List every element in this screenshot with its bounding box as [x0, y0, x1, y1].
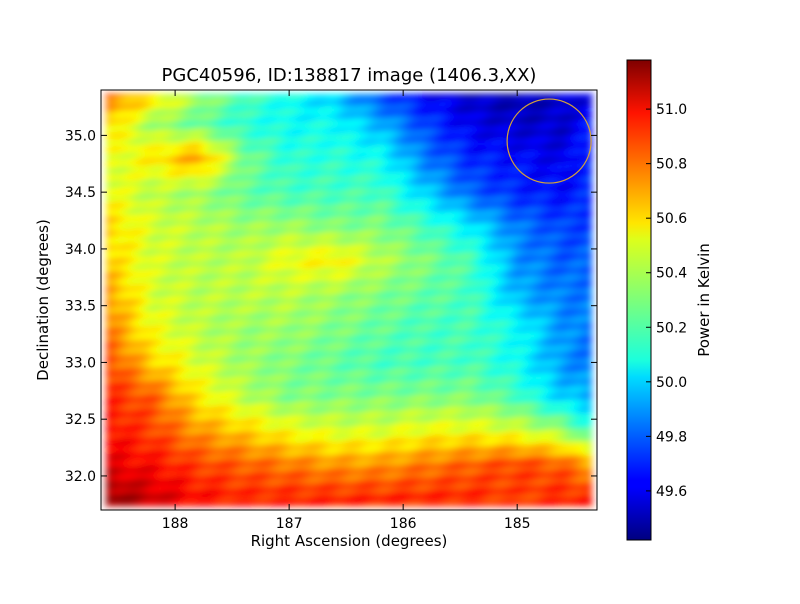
y-tick-label: 33.5 [65, 299, 96, 315]
y-tick-label: 34.5 [65, 185, 96, 201]
y-tick-label: 32.0 [65, 469, 96, 485]
y-tick-label: 35.0 [65, 128, 96, 144]
colorbar-tick-label: 50.4 [656, 266, 687, 282]
colorbar-tick-label: 50.2 [656, 320, 687, 336]
colorbar-tick-label: 51.0 [656, 102, 687, 118]
colorbar-tick-label: 49.6 [656, 484, 687, 500]
colorbar-tick-label: 50.0 [656, 375, 687, 391]
x-tick-label: 187 [276, 516, 303, 532]
x-axis-label: Right Ascension (degrees) [251, 532, 448, 550]
x-tick-label: 188 [162, 516, 189, 532]
y-tick-label: 32.5 [65, 412, 96, 428]
colorbar-tick-label: 49.8 [656, 429, 687, 445]
colorbar-tick-label: 50.8 [656, 157, 687, 173]
heatmap-raster [101, 90, 597, 510]
y-tick-label: 33.0 [65, 355, 96, 371]
colorbar-tick-label: 50.6 [656, 211, 687, 227]
x-tick-label: 186 [390, 516, 417, 532]
colorbar-label: Power in Kelvin [695, 243, 713, 357]
x-tick-label: 185 [504, 516, 531, 532]
chart-title: PGC40596, ID:138817 image (1406.3,XX) [162, 65, 537, 86]
colorbar-axis: 49.6 49.8 50.0 50.2 50.4 50.6 50.8 51.0 [646, 102, 687, 500]
y-tick-label: 34.0 [65, 242, 96, 258]
heatmap-image [101, 90, 597, 510]
colorbar [627, 60, 651, 540]
y-axis-label: Declination (degrees) [34, 219, 52, 381]
